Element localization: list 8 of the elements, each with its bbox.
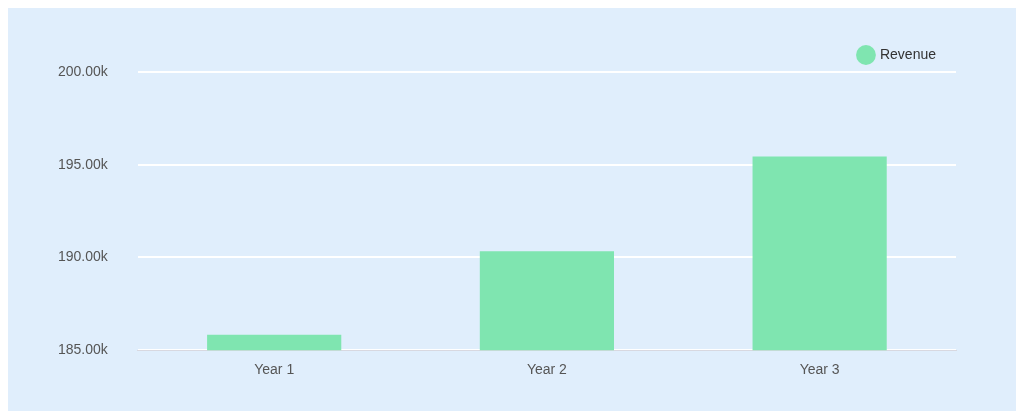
y-tick-label: 195.00k <box>57 155 109 172</box>
x-tick-label: Year 2 <box>526 361 568 378</box>
y-tick-label: 200.00k <box>57 62 109 79</box>
legend-label: Revenue <box>879 45 937 62</box>
x-tick-label: Year 3 <box>799 361 840 378</box>
x-tick-label: Year 1 <box>254 361 295 378</box>
y-tick-label: 185.00k <box>57 341 109 358</box>
y-tick-label: 190.00k <box>57 248 109 265</box>
